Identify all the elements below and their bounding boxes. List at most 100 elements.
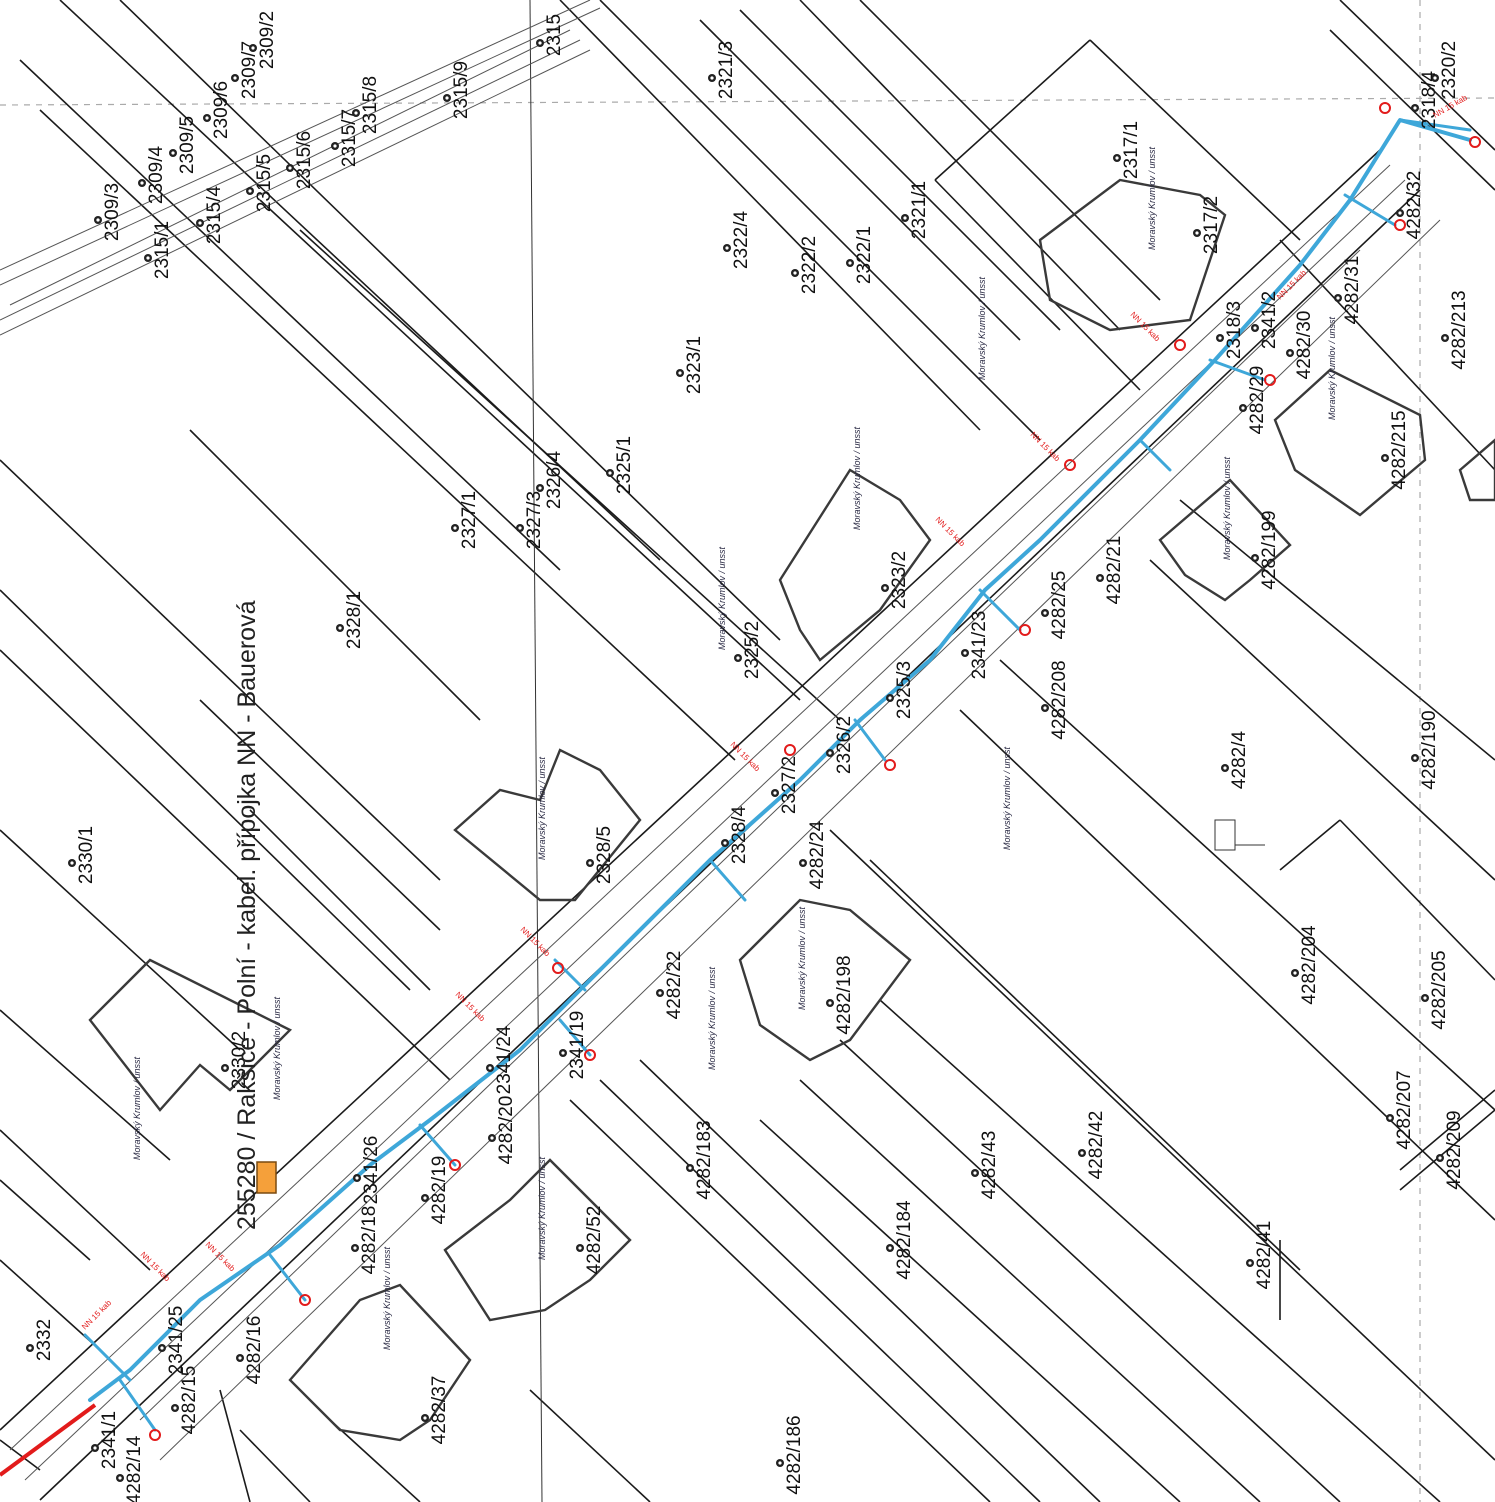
parcel-number: 2309/2: [257, 11, 278, 69]
parcel-number: 4282/208: [1049, 660, 1070, 739]
cable-branch: [978, 588, 1022, 632]
parcel-number: 2309/3: [102, 183, 123, 241]
parcel-number: 2328/1: [344, 591, 365, 649]
parcel-label: 2328/1: [336, 591, 365, 649]
buildings: [88, 178, 1495, 1442]
parcel-point-center: [353, 1246, 357, 1250]
parcel-label: 2322/4: [723, 211, 752, 270]
parcel-point-center: [828, 1001, 832, 1005]
parcel-point-center: [338, 626, 342, 630]
parcel-point-center: [1248, 1261, 1252, 1265]
parcel-label: 2328/5: [586, 826, 615, 884]
parcel-point-center: [93, 1446, 97, 1450]
existing-line: [0, 1403, 97, 1477]
parcel-label: 4282/20: [488, 1096, 517, 1165]
meridian-line: [529, 0, 543, 1502]
parcel-point-center: [96, 218, 100, 222]
parcel-number: 2326/2: [834, 716, 855, 774]
parcel-number: 2341/23: [969, 611, 990, 680]
parcel-point-center: [963, 651, 967, 655]
parcel-label: 4282/208: [1041, 660, 1070, 740]
parcel-number: 2315/1: [152, 221, 173, 279]
parcel-number: 2315/6: [294, 131, 315, 189]
parcel-number: 4282/37: [429, 1376, 450, 1445]
parcel-label: 4282/4: [1221, 731, 1250, 789]
parcel-point-center: [1413, 756, 1417, 760]
parcel-number: 2317/2: [1201, 196, 1222, 254]
parcel-label: 2315/6: [286, 131, 315, 189]
parcel-number: 2309/5: [177, 116, 198, 174]
parcel-number: 2315/7: [339, 109, 360, 167]
parcel-number: 4282/15: [179, 1366, 200, 1435]
parcel-point-center: [710, 76, 714, 80]
parcel-number: 4282/31: [1342, 256, 1363, 325]
parcel-point-center: [171, 151, 175, 155]
parcel-point-center: [793, 271, 797, 275]
parcel-point-center: [173, 1406, 177, 1410]
parcel-number: 2328/4: [729, 806, 750, 865]
parcel-label: 2315/8: [352, 76, 381, 134]
parcel-number: 4282/16: [244, 1316, 265, 1385]
building: [453, 748, 642, 902]
building: [288, 1283, 472, 1442]
parcel-point-center: [561, 1051, 565, 1055]
parcel-point-center: [678, 371, 682, 375]
parcel-number: 2315/9: [451, 61, 472, 119]
cable-branch: [418, 1123, 457, 1167]
parcel-number: 4282/43: [979, 1131, 1000, 1200]
parcel-number: 4282/42: [1086, 1111, 1107, 1180]
parcel-number: 4282/207: [1394, 1070, 1415, 1149]
parcel-point-center: [1043, 611, 1047, 615]
parcel-point-center: [723, 841, 727, 845]
parcel-point-center: [70, 861, 74, 865]
parcel-point-center: [333, 144, 337, 148]
parcel-number: 4282/20: [496, 1096, 517, 1165]
parcel-point-center: [1288, 351, 1292, 355]
parcel-point-center: [883, 586, 887, 590]
parcel-point-center: [354, 111, 358, 115]
parcel-number: 2341/19: [567, 1011, 588, 1080]
cable-branch: [553, 958, 587, 992]
parcel-number: 4282/14: [124, 1435, 145, 1502]
parcel-label: 4282/37: [421, 1376, 450, 1445]
parcel-label: 2323/1: [676, 336, 705, 394]
parcel-number: 4282/32: [1404, 171, 1425, 240]
parcel-label: 2321/3: [708, 41, 737, 99]
parcel-point-center: [1098, 576, 1102, 580]
parcel-number: 2309/6: [211, 81, 232, 139]
parcel-point-center: [888, 1246, 892, 1250]
parcel-point-center: [578, 1246, 582, 1250]
parcel-number: 4282/52: [584, 1206, 605, 1275]
building: [1458, 438, 1495, 502]
parcel-point-center: [488, 1066, 492, 1070]
parcel-number: 4282/24: [807, 820, 828, 889]
parcel-label: 2341/23: [961, 611, 990, 680]
parcel-number: 2315/4: [204, 186, 225, 245]
parcel-label: 4282/30: [1286, 311, 1315, 379]
parcel-number: 4282/199: [1259, 510, 1280, 589]
parcel-point-center: [146, 256, 150, 260]
parcel-point-center: [205, 116, 209, 120]
building: [88, 958, 293, 1112]
building-note: Moravský Krumlov / unsst: [852, 426, 862, 530]
parcel-number: 2330/2: [229, 1031, 250, 1089]
building-note: Moravský Krumlov / unsst: [537, 756, 547, 860]
parcel-label: 2341/26: [353, 1136, 382, 1204]
parcel-number: 2327/1: [459, 491, 480, 549]
parcel-number: 2322/4: [731, 211, 752, 270]
parcel-number: 4282/41: [1254, 1221, 1275, 1290]
building-note: Moravský Krumlov / unsst: [1222, 456, 1232, 560]
parcel-number: 2318/3: [1224, 301, 1245, 359]
parcel-point-center: [1423, 996, 1427, 1000]
parcel-point-center: [1195, 231, 1199, 235]
parcel-label: 2326/2: [826, 716, 855, 774]
parcel-number: 4282/190: [1419, 710, 1440, 789]
parcel-number: 2321/1: [909, 181, 930, 239]
parcel-label: 2318/3: [1216, 301, 1245, 359]
parcel-label: 2323/2: [881, 551, 910, 609]
parcel-label: 4282/183: [686, 1120, 715, 1200]
parcel-label: 4282/43: [971, 1131, 1000, 1200]
